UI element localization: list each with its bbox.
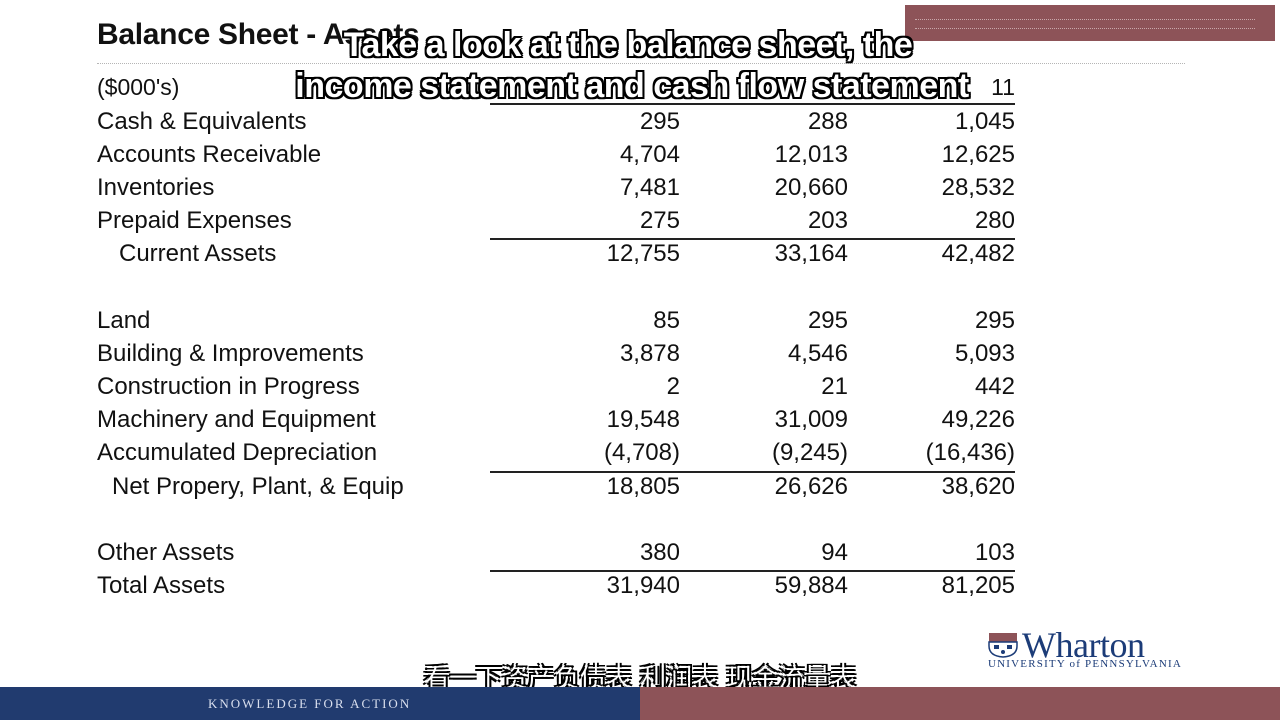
header-rule	[490, 103, 1015, 105]
cell-value: (9,245)	[771, 439, 848, 466]
table-row: Land 85 295 295	[97, 307, 1015, 340]
cell-value: 19,548	[606, 406, 680, 433]
cell-value: 20,660	[774, 174, 848, 201]
cell-value: 12,755	[606, 240, 680, 267]
footer-tagline: KNOWLEDGE FOR ACTION	[208, 696, 412, 711]
row-label: Net Propery, Plant, & Equip	[112, 473, 404, 500]
cell-value: 280	[974, 207, 1015, 234]
footer-bar-right	[640, 687, 1280, 720]
row-label: Building & Improvements	[97, 340, 364, 367]
column-header-3: 11	[991, 74, 1015, 100]
row-label: Land	[97, 307, 151, 334]
top-decorative-bar	[905, 5, 1275, 41]
row-label: Prepaid Expenses	[97, 207, 292, 234]
cell-value: 5,093	[954, 340, 1015, 367]
table-row: Accumulated Depreciation (4,708) (9,245)…	[97, 439, 1015, 472]
slide-title: Balance Sheet - Assets	[97, 18, 420, 51]
cell-value: 295	[974, 307, 1015, 334]
row-label: Machinery and Equipment	[97, 406, 376, 433]
cell-value: 4,546	[787, 340, 848, 367]
cell-value: 38,620	[941, 473, 1015, 500]
table-row: Other Assets 380 94 103	[97, 539, 1015, 572]
row-label: Other Assets	[97, 539, 235, 566]
cell-value: 295	[639, 108, 680, 135]
row-label: Inventories	[97, 174, 215, 201]
wharton-logo: Wharton UNIVERSITY of PENNSYLVANIA	[988, 625, 1193, 673]
cell-value: 2	[666, 373, 680, 400]
cell-value: 49,226	[941, 406, 1015, 433]
row-label: Construction in Progress	[97, 373, 360, 400]
cell-value: (4,708)	[603, 439, 680, 466]
units-label: ($000's)	[97, 74, 180, 100]
row-label: Cash & Equivalents	[97, 108, 307, 135]
row-label: Total Assets	[97, 572, 226, 599]
cell-value: 31,009	[774, 406, 848, 433]
cell-value: 12,013	[774, 141, 848, 168]
cell-value: 31,940	[606, 572, 680, 599]
table-row: Construction in Progress 2 21 442	[97, 373, 1015, 406]
table-row: Building & Improvements 3,878 4,546 5,09…	[97, 340, 1015, 373]
subtotal-row: Net Propery, Plant, & Equip 18,805 26,62…	[97, 471, 1015, 506]
cell-value: 59,884	[774, 572, 848, 599]
cell-value: 4,704	[619, 141, 680, 168]
cell-value: 295	[807, 307, 848, 334]
cell-value: 1,045	[954, 108, 1015, 135]
title-divider	[97, 63, 1185, 64]
cell-value: 81,205	[941, 572, 1015, 599]
shield-icon	[988, 633, 1018, 658]
table-row: Prepaid Expenses 275 203 280	[97, 207, 1015, 240]
cell-value: 3,878	[619, 340, 680, 367]
row-label: Accumulated Depreciation	[97, 439, 378, 466]
cell-value: 7,481	[619, 174, 680, 201]
cell-value: 288	[807, 108, 848, 135]
cell-value: 21	[821, 373, 848, 400]
total-row: Total Assets 31,940 59,884 81,205	[97, 570, 1015, 605]
row-label: Accounts Receivable	[97, 141, 322, 168]
cell-value: 12,625	[941, 141, 1015, 168]
cell-value: 33,164	[774, 240, 848, 267]
table-row: Accounts Receivable 4,704 12,013 12,625	[97, 141, 1015, 174]
footer-bar-left: KNOWLEDGE FOR ACTION	[0, 687, 640, 720]
cell-value: 28,532	[941, 174, 1015, 201]
cell-value: 442	[974, 373, 1015, 400]
cell-value: 94	[821, 539, 848, 566]
logo-university-text: UNIVERSITY of PENNSYLVANIA	[988, 658, 1182, 670]
cell-value: (16,436)	[925, 439, 1015, 466]
cell-value: 203	[807, 207, 848, 234]
cell-value: 380	[639, 539, 680, 566]
cell-value: 103	[974, 539, 1015, 566]
subtotal-row: Current Assets 12,755 33,164 42,482	[97, 238, 1015, 273]
row-label: Current Assets	[119, 240, 277, 267]
table-row: Cash & Equivalents 295 288 1,045	[97, 108, 1015, 141]
cell-value: 85	[653, 307, 680, 334]
table-row: Machinery and Equipment 19,548 31,009 49…	[97, 406, 1015, 439]
cell-value: 42,482	[941, 240, 1015, 267]
cell-value: 18,805	[606, 473, 680, 500]
subtitle-english-line-1: Take a look at the balance sheet, the	[343, 26, 913, 64]
subtitle-english-line-2: income statement and cash flow statement	[295, 67, 969, 105]
table-row: Inventories 7,481 20,660 28,532	[97, 174, 1015, 207]
cell-value: 275	[639, 207, 680, 234]
cell-value: 26,626	[774, 473, 848, 500]
logo-brand-text: Wharton	[1022, 625, 1145, 665]
